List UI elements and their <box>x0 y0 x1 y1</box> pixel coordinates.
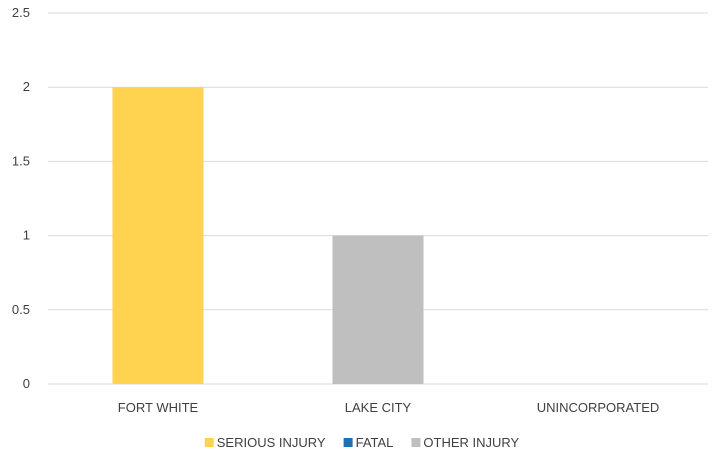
bars <box>112 87 424 384</box>
y-tick-label: 1.5 <box>12 153 30 168</box>
y-tick-label: 2.5 <box>12 5 30 20</box>
x-tick-label: FORT WHITE <box>118 400 199 415</box>
y-axis-tick-labels: 0 0.5 1 1.5 2 2.5 <box>12 5 30 391</box>
x-axis-tick-labels: FORT WHITE LAKE CITY UNINCORPORATED <box>118 400 659 415</box>
x-tick-label: LAKE CITY <box>345 400 412 415</box>
legend-label: SERIOUS INJURY <box>217 435 326 450</box>
x-tick-label: UNINCORPORATED <box>537 400 660 415</box>
legend: SERIOUS INJURY FATAL OTHER INJURY <box>204 435 520 450</box>
legend-swatch <box>411 438 421 447</box>
legend-swatch <box>343 438 353 447</box>
bar-other-injury-lake-city <box>332 235 424 384</box>
bar-serious-injury-fort-white <box>112 87 204 384</box>
legend-swatch <box>204 438 214 447</box>
y-tick-label: 1 <box>23 228 30 243</box>
y-tick-label: 2 <box>23 79 30 94</box>
y-tick-label: 0 <box>23 376 30 391</box>
legend-label: OTHER INJURY <box>423 435 519 450</box>
y-tick-label: 0.5 <box>12 302 30 317</box>
legend-label: FATAL <box>356 435 394 450</box>
